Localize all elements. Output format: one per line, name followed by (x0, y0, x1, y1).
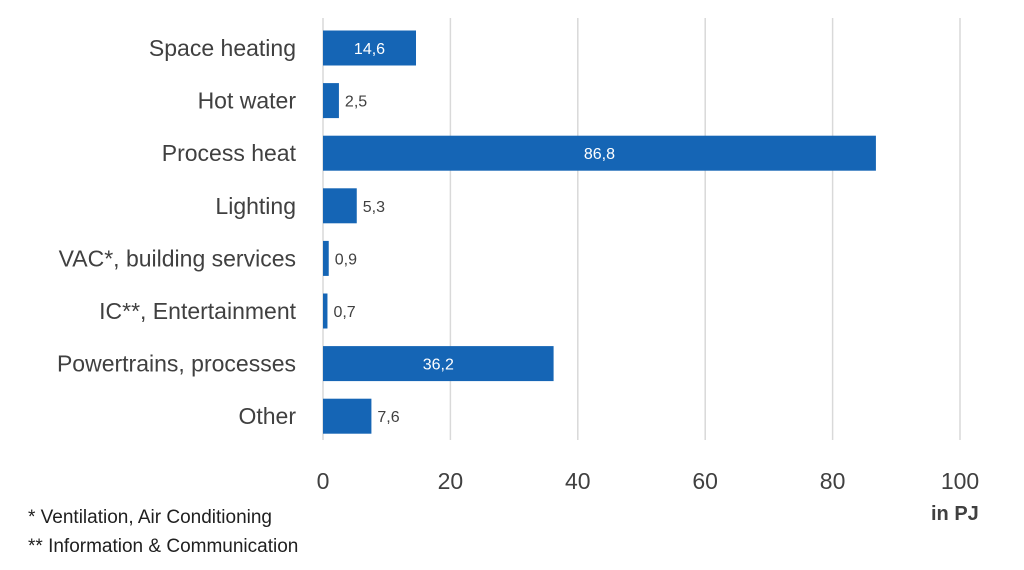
category-label: VAC*, building services (59, 245, 296, 271)
x-tick-label: 40 (565, 468, 591, 494)
bar (323, 240, 329, 276)
x-tick-label: 0 (317, 468, 330, 494)
bar (323, 30, 417, 66)
category-label: IC**, Entertainment (99, 298, 296, 324)
bar (323, 188, 357, 224)
value-label: 7,6 (377, 409, 399, 426)
value-label: 36,2 (423, 357, 454, 374)
bar (323, 398, 372, 434)
category-label: Process heat (162, 140, 297, 166)
category-label: Other (238, 403, 296, 429)
x-axis-tick-labels: 0 20 40 60 80 100 (317, 468, 980, 494)
category-label: Powertrains, processes (57, 351, 296, 377)
bar (323, 293, 328, 329)
bar (323, 346, 554, 382)
value-label: 14,6 (354, 41, 385, 58)
x-axis-unit-label: in PJ (931, 503, 979, 525)
bar (323, 83, 339, 119)
category-label: Space heating (149, 35, 296, 61)
footnote-information: ** Information & Communication (28, 536, 299, 557)
category-label: Lighting (215, 193, 296, 219)
x-tick-label: 80 (820, 468, 846, 494)
value-label: 2,5 (345, 94, 367, 111)
value-label: 0,9 (335, 251, 357, 268)
bar (323, 135, 876, 171)
value-label: 86,8 (584, 146, 615, 163)
value-label: 5,3 (363, 199, 385, 216)
x-tick-label: 100 (941, 468, 979, 494)
x-tick-label: 60 (692, 468, 718, 494)
bars (323, 30, 876, 434)
category-label: Hot water (198, 88, 297, 114)
value-label: 0,7 (333, 304, 355, 321)
value-labels: 14,6 2,5 86,8 5,3 0,9 0,7 36,2 7,6 (333, 41, 615, 426)
footnote-ventilation: * Ventilation, Air Conditioning (28, 507, 272, 528)
x-tick-label: 20 (438, 468, 464, 494)
category-labels: Space heating Hot water Process heat Lighti… (57, 35, 297, 429)
